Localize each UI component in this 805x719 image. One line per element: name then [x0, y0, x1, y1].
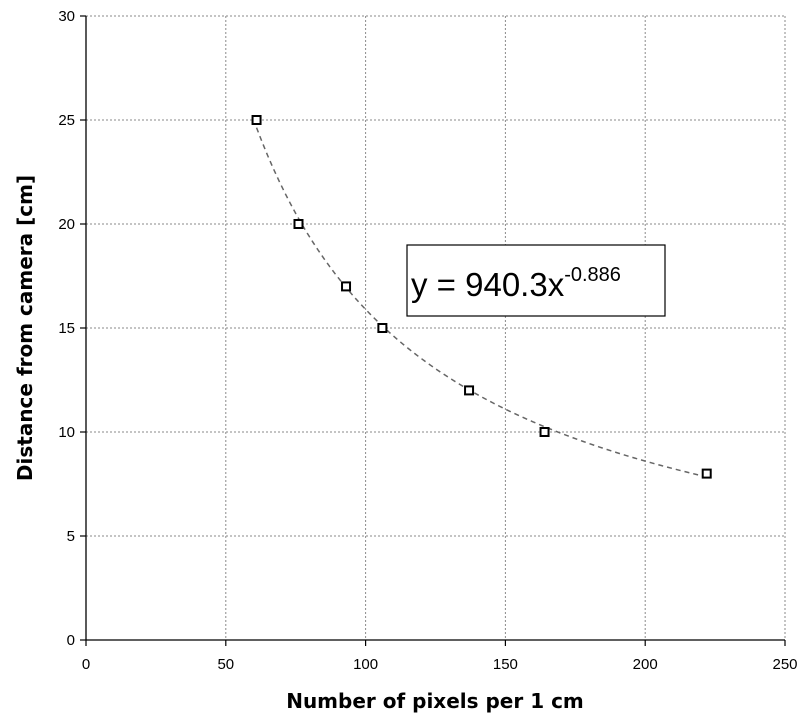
- x-axis-title: Number of pixels per 1 cm: [286, 689, 584, 713]
- x-tick-label: 100: [353, 656, 378, 673]
- data-point: [293, 219, 304, 229]
- equation-text: y = 940.3x-0.886: [411, 264, 621, 303]
- y-tick-label: 10: [58, 424, 75, 441]
- x-tick-label: 0: [82, 656, 90, 673]
- x-tick-label: 150: [493, 656, 518, 673]
- equation-box: y = 940.3x-0.886: [406, 244, 666, 317]
- x-tick-label: 50: [217, 656, 234, 673]
- data-point: [701, 468, 712, 479]
- data-point: [341, 281, 352, 292]
- y-tick-label: 5: [67, 528, 75, 545]
- data-point: [377, 323, 388, 333]
- equation-box-border: [406, 244, 666, 317]
- y-tick-label: 25: [58, 112, 75, 129]
- equation-exponent: -0.886: [564, 264, 621, 286]
- data-point: [464, 385, 475, 396]
- y-axis-title: Distance from camera [cm]: [13, 175, 37, 481]
- data-points: [251, 115, 712, 479]
- data-point: [539, 427, 550, 437]
- x-tick-label: 200: [633, 656, 658, 673]
- ticks: 0 50 100 150 200 250 0 5 10 15 20 25 30: [58, 8, 797, 673]
- y-tick-label: 20: [58, 216, 75, 233]
- y-tick-label: 30: [58, 8, 75, 25]
- y-tick-label: 15: [58, 320, 75, 337]
- equation-main: y = 940.3x: [411, 266, 565, 303]
- grid: [86, 15, 786, 640]
- y-tick-label: 0: [67, 632, 75, 649]
- x-tick-label: 250: [772, 656, 797, 673]
- data-point: [251, 115, 262, 125]
